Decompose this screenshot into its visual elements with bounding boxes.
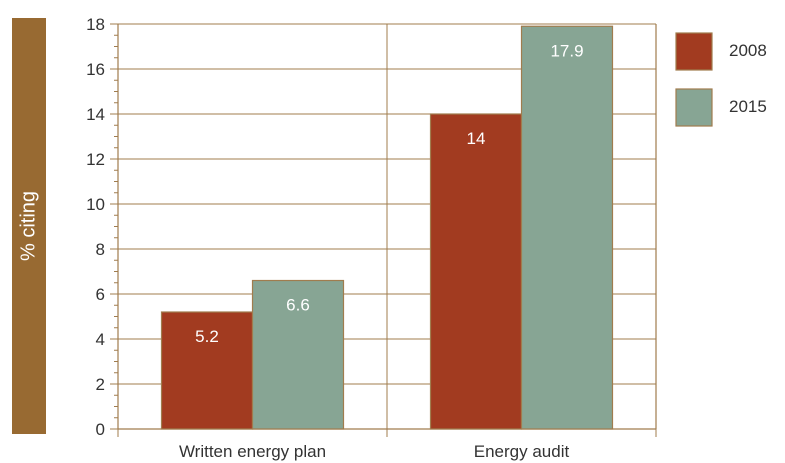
y-tick-label: 10	[86, 195, 105, 214]
y-tick-label: 14	[86, 105, 105, 124]
bar	[251, 279, 345, 430]
legend-label: 2008	[729, 41, 767, 60]
y-tick-label: 0	[96, 420, 105, 439]
legend-label: 2015	[729, 97, 767, 116]
y-tick-label: 2	[96, 375, 105, 394]
y-tick-label: 4	[96, 330, 105, 349]
legend-swatch	[675, 88, 713, 127]
y-tick-label: 6	[96, 285, 105, 304]
y-axis-label-band	[12, 18, 46, 434]
y-tick-label: 8	[96, 240, 105, 259]
x-category-label: Energy audit	[474, 442, 570, 461]
y-tick-label: 18	[86, 15, 105, 34]
data-label: 5.2	[195, 327, 219, 346]
y-tick-label: 12	[86, 150, 105, 169]
bar	[160, 311, 254, 430]
y-tick-label: 16	[86, 60, 105, 79]
bar	[429, 113, 523, 430]
data-label: 17.9	[550, 41, 583, 60]
data-label: 14	[467, 129, 486, 148]
bar	[520, 25, 614, 430]
data-label: 6.6	[286, 296, 310, 315]
legend-swatch	[675, 32, 713, 71]
x-category-label: Written energy plan	[179, 442, 326, 461]
